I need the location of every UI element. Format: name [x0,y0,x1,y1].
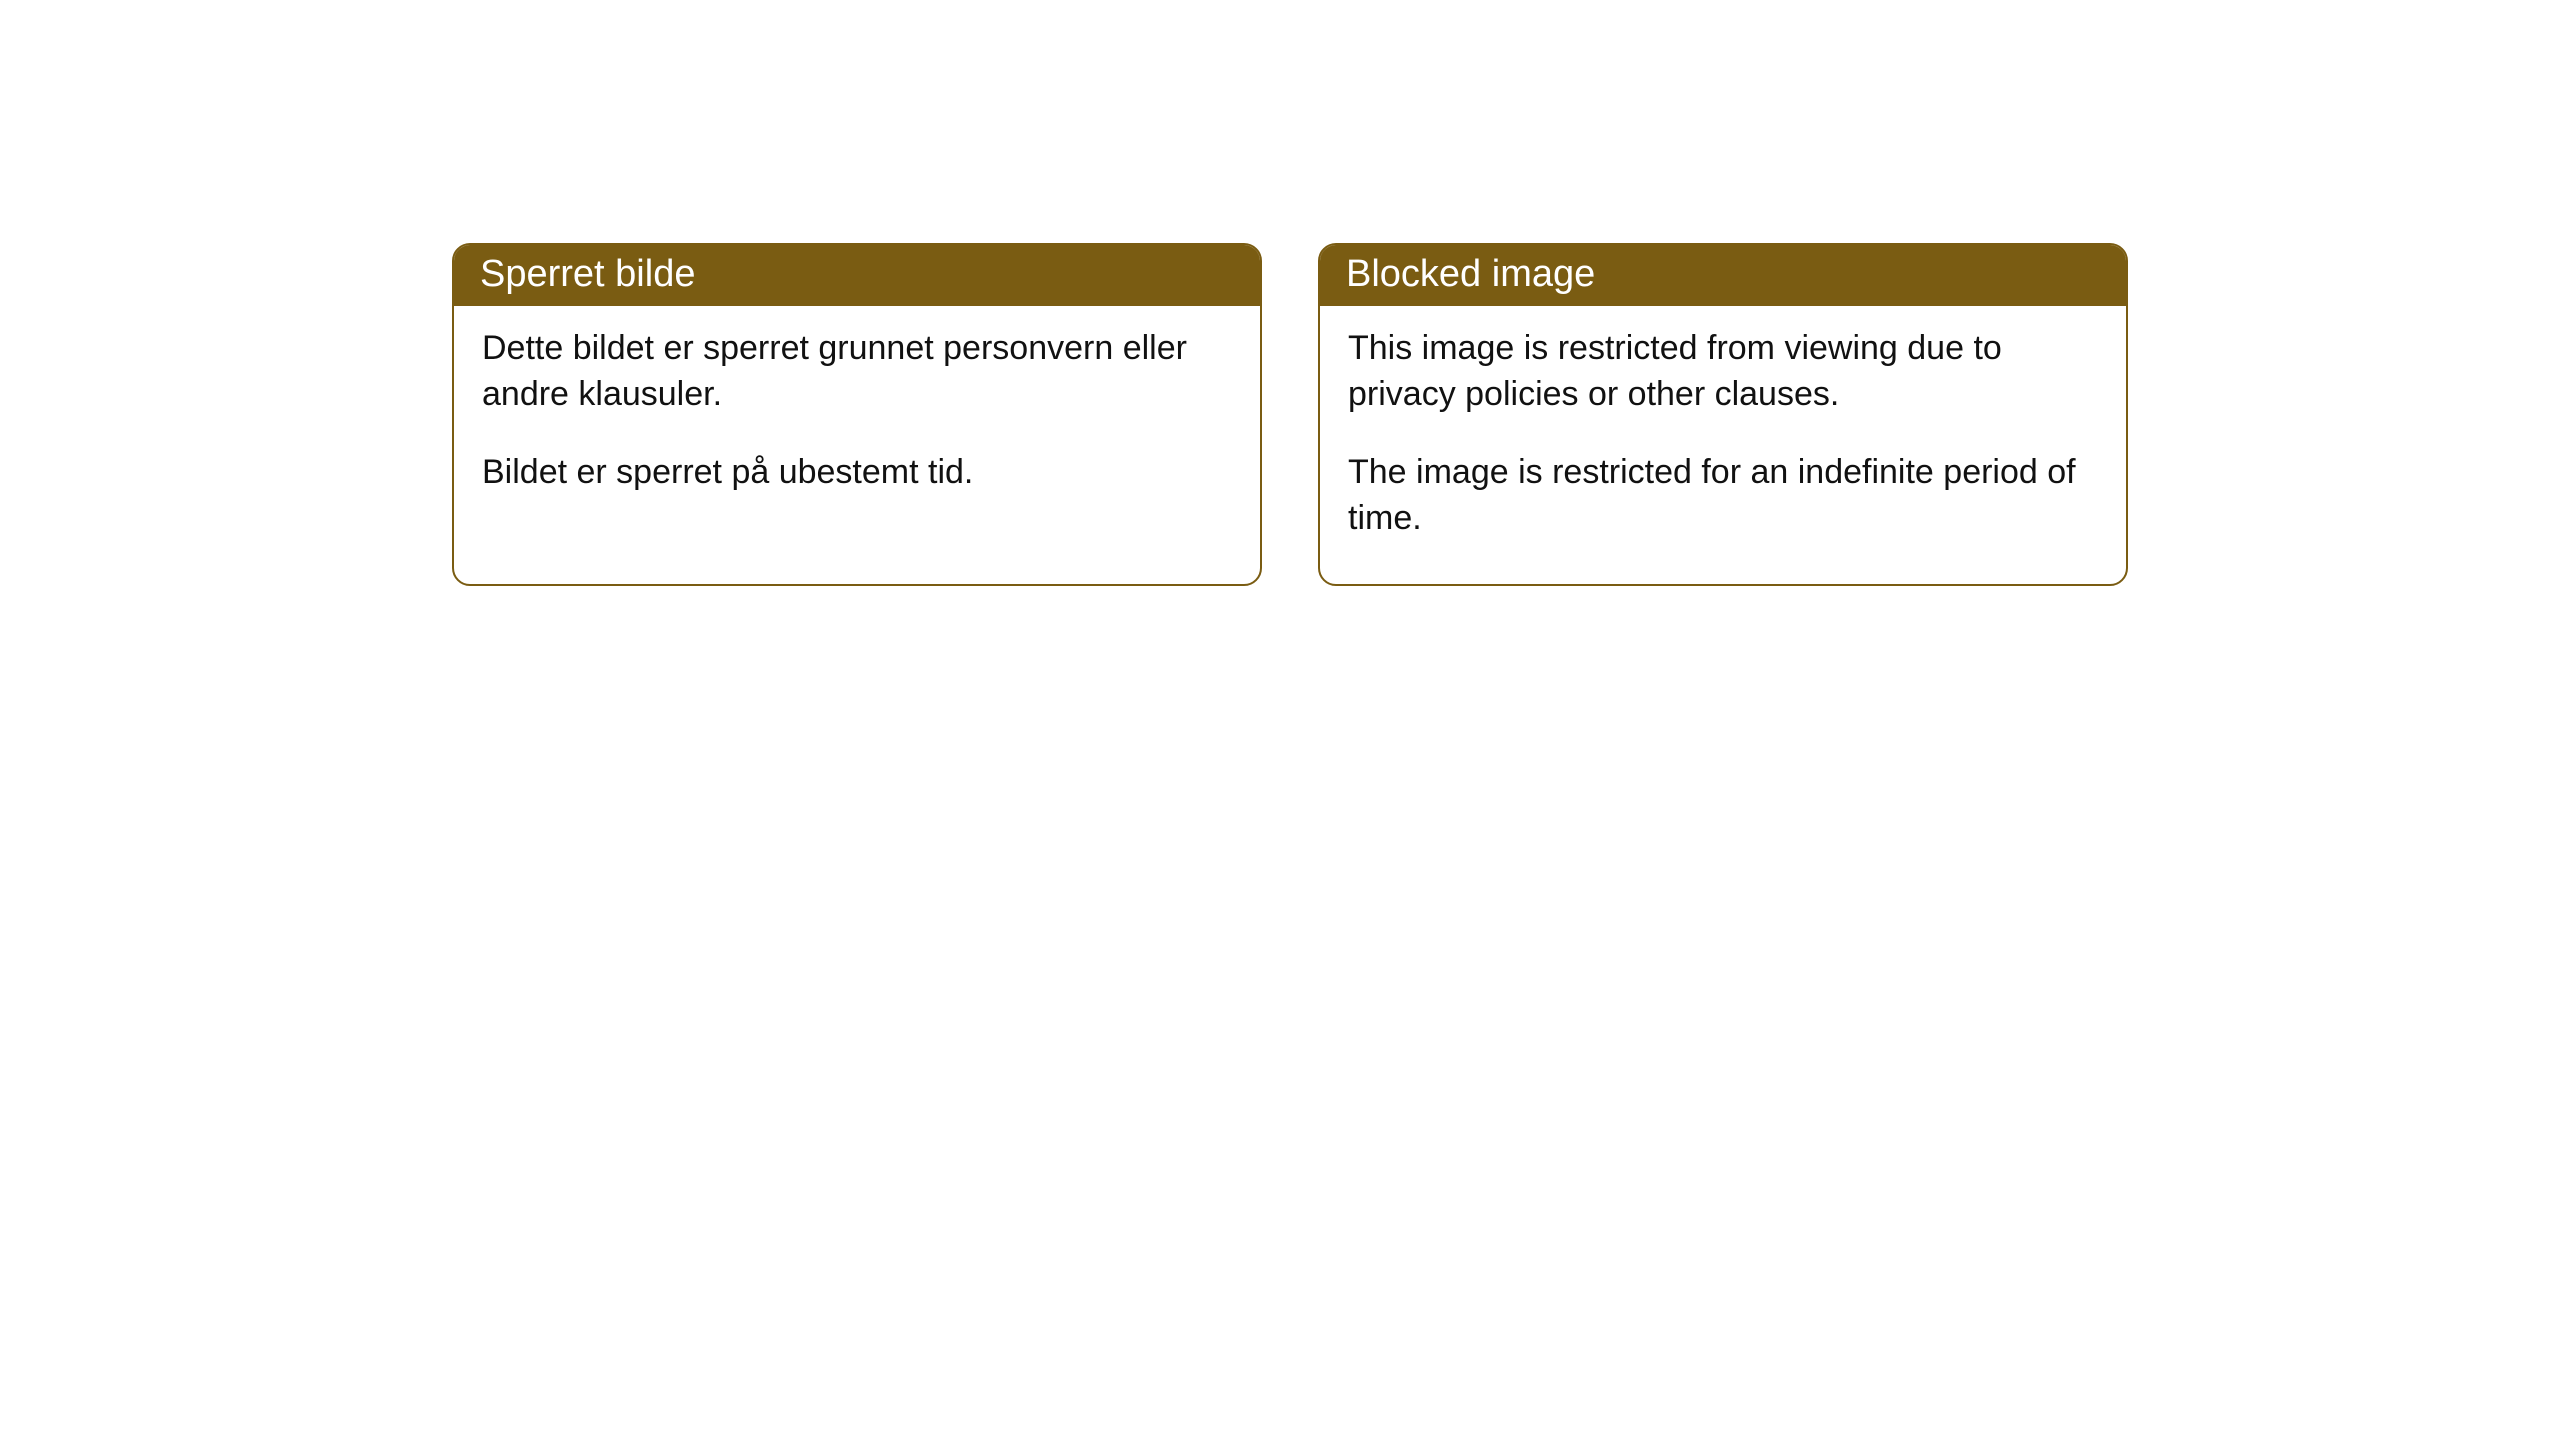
card-paragraph-2-norwegian: Bildet er sperret på ubestemt tid. [482,450,1232,496]
blocked-image-card-norwegian: Sperret bilde Dette bildet er sperret gr… [452,243,1262,586]
card-title-norwegian: Sperret bilde [480,253,695,295]
card-header-english: Blocked image [1320,245,2126,306]
cards-container: Sperret bilde Dette bildet er sperret gr… [452,243,2128,586]
card-paragraph-1-norwegian: Dette bildet er sperret grunnet personve… [482,326,1232,418]
card-paragraph-1-english: This image is restricted from viewing du… [1348,326,2098,418]
blocked-image-card-english: Blocked image This image is restricted f… [1318,243,2128,586]
card-body-norwegian: Dette bildet er sperret grunnet personve… [454,306,1260,538]
card-header-norwegian: Sperret bilde [454,245,1260,306]
card-body-english: This image is restricted from viewing du… [1320,306,2126,584]
card-title-english: Blocked image [1346,253,1595,295]
card-paragraph-2-english: The image is restricted for an indefinit… [1348,450,2098,542]
